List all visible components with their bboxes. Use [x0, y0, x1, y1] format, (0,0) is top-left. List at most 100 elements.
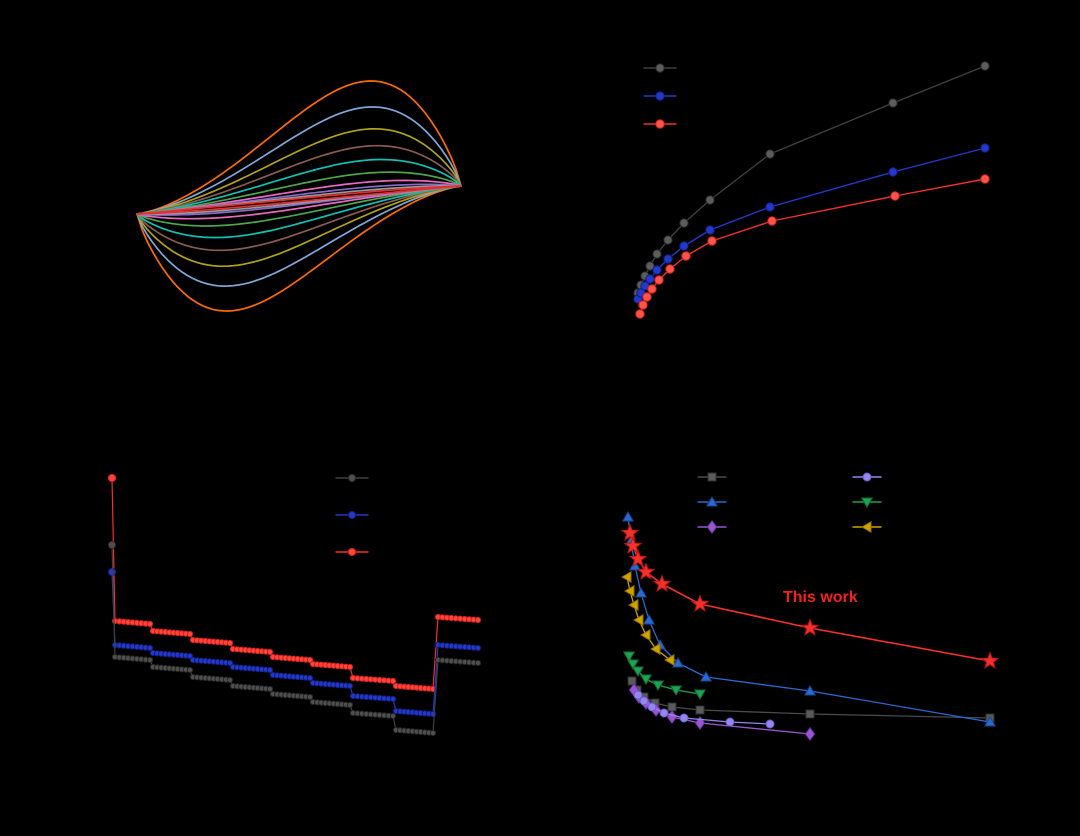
violet-diamonds-marker [804, 726, 816, 742]
series-blue-marker [980, 143, 990, 153]
data-dot [266, 666, 274, 674]
legend-marker [655, 119, 665, 129]
series-blue-marker [888, 167, 898, 177]
blue-triangles-up-marker [634, 587, 648, 598]
olive-triangles-left-marker [624, 584, 635, 598]
blue-triangles-up-marker [628, 560, 642, 571]
series-line [111, 544, 479, 734]
green-triangles-down-marker [693, 689, 707, 700]
data-dot [146, 656, 154, 664]
legend-marker [705, 496, 719, 507]
legend-marker [860, 497, 874, 508]
data-dot [146, 644, 154, 652]
series-black-marker [888, 98, 898, 108]
series-line [637, 65, 986, 294]
series-black-marker [652, 249, 662, 259]
red-stars-this-work-marker [636, 562, 656, 581]
series-blue-marker [705, 225, 715, 235]
lavender-circles-marker [725, 717, 735, 727]
first-cycle-dot [107, 567, 117, 577]
gray-squares-marker [695, 705, 705, 715]
series-blue-marker [765, 202, 775, 212]
series-red-marker [638, 300, 648, 310]
lavender-circles-marker [765, 719, 775, 729]
data-dot [346, 682, 354, 690]
green-triangles-down-marker [622, 651, 636, 662]
red-stars-this-work-marker [620, 523, 640, 542]
gray-squares-marker [805, 709, 815, 719]
series-red-marker [767, 216, 777, 226]
lavender-circles-marker [633, 690, 643, 700]
capacitance-vs-rate-chart [633, 61, 990, 319]
data-dot [186, 630, 194, 638]
series-line [111, 571, 479, 715]
cv-curves-chart [136, 80, 462, 312]
data-dot [306, 693, 314, 701]
series-blue-marker [663, 254, 673, 264]
series-red-marker [654, 275, 664, 285]
blue-triangles-up-marker [699, 671, 713, 682]
series-line [639, 178, 986, 315]
green-triangles-down-marker [669, 685, 683, 696]
olive-triangles-left-marker [633, 613, 644, 627]
series-line [627, 516, 991, 723]
olive-triangles-left-marker [628, 598, 639, 612]
blue-triangles-up-marker [642, 614, 656, 625]
legend-marker [862, 472, 872, 482]
data-dot [429, 729, 437, 737]
red-stars-this-work-marker [652, 574, 672, 593]
series-black-marker [765, 149, 775, 159]
red-stars-this-work-marker [623, 536, 643, 555]
this-work-annotation: This work [783, 589, 858, 606]
blue-triangles-up-marker [803, 685, 817, 696]
first-cycle-dot [107, 473, 117, 483]
lavender-circles-marker [647, 702, 657, 712]
series-red-marker [647, 284, 657, 294]
legend-marker [347, 547, 357, 557]
series-black-marker [645, 261, 655, 271]
gray-squares-marker [667, 702, 677, 712]
data-dot [389, 677, 397, 685]
violet-diamonds-marker [666, 709, 678, 725]
data-dot [226, 676, 234, 684]
green-triangles-down-marker [626, 659, 640, 670]
lavender-circles-marker [659, 708, 669, 718]
olive-triangles-left-marker [640, 628, 651, 642]
legend-marker [655, 63, 665, 73]
legend-marker [706, 519, 718, 535]
data-dot [186, 652, 194, 660]
data-dot [186, 666, 194, 674]
data-dot [474, 616, 482, 624]
series-black-marker [679, 218, 689, 228]
blue-triangles-up-marker [621, 511, 635, 522]
data-dot [146, 620, 154, 628]
data-dot [389, 712, 397, 720]
olive-triangles-left-marker [650, 642, 661, 656]
series-blue-marker [652, 265, 662, 275]
series-black-marker [705, 195, 715, 205]
blue-triangles-up-marker [671, 657, 685, 668]
red-stars-this-work-marker [980, 651, 1000, 670]
series-black-marker [663, 235, 673, 245]
data-dot [346, 701, 354, 709]
data-dot [226, 659, 234, 667]
series-blue-marker [679, 241, 689, 251]
data-dot [306, 674, 314, 682]
gray-squares-marker [627, 676, 637, 686]
data-dot [474, 659, 482, 667]
data-dot [346, 663, 354, 671]
series-line [637, 147, 986, 300]
lavender-circles-marker [679, 713, 689, 723]
green-triangles-down-marker [639, 674, 653, 685]
legend-marker [347, 510, 357, 520]
data-dot [474, 644, 482, 652]
data-dot [266, 648, 274, 656]
series-red-marker [707, 236, 717, 246]
data-dot [226, 639, 234, 647]
legend-marker [707, 472, 717, 482]
legend-marker [347, 473, 357, 483]
green-triangles-down-marker [651, 680, 665, 691]
series-red-marker [665, 264, 675, 274]
lavender-circles-marker [639, 696, 649, 706]
